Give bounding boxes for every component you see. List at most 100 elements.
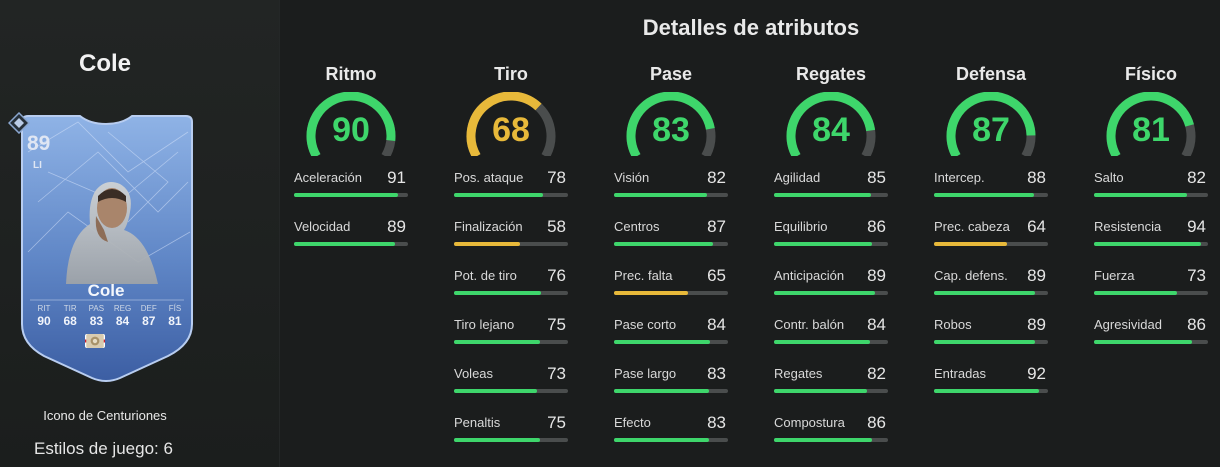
stat-bar-track bbox=[614, 438, 728, 442]
category-gauge: 84 bbox=[781, 92, 881, 156]
stat-value: 89 bbox=[867, 266, 886, 285]
stat-bar-track bbox=[454, 193, 568, 197]
stat-label: Penaltis bbox=[454, 415, 501, 430]
card-stat: RIT 90 bbox=[32, 304, 56, 328]
stat-value: 91 bbox=[387, 168, 406, 187]
stat-label: Centros bbox=[614, 219, 660, 234]
category-gauge: 81 bbox=[1101, 92, 1201, 156]
stat-bar-track bbox=[1094, 242, 1208, 246]
player-panel: Cole bbox=[0, 0, 280, 467]
stat-label: Salto bbox=[1094, 170, 1124, 185]
stat-row: Entradas 92 bbox=[934, 364, 1048, 413]
stat-label: Resistencia bbox=[1094, 219, 1162, 234]
category-title: Regates bbox=[795, 64, 867, 84]
stat-label: Prec. cabeza bbox=[934, 219, 1010, 234]
category-físico: Físico 81 Salto 82 Resistencia 94 Fuerza 73 Agre… bbox=[1094, 64, 1208, 344]
playstyles-count[interactable]: Estilos de juego: 6 bbox=[34, 439, 173, 458]
stat-bar-fill bbox=[294, 242, 396, 246]
stat-bar-track bbox=[454, 291, 568, 295]
stat-label: Velocidad bbox=[294, 219, 351, 234]
stat-label: Compostura bbox=[774, 415, 845, 430]
stat-bar-fill bbox=[774, 438, 873, 442]
stat-bar-fill bbox=[614, 438, 709, 442]
card-stat: PAS 83 bbox=[84, 304, 108, 328]
stat-label: Voleas bbox=[454, 366, 494, 381]
stat-label: Finalización bbox=[454, 219, 523, 234]
stat-row: Intercep. 88 bbox=[934, 168, 1048, 217]
stat-bar-track bbox=[934, 291, 1048, 295]
stat-value: 86 bbox=[867, 217, 886, 236]
stat-label: Fuerza bbox=[1094, 268, 1135, 283]
category-title: Físico bbox=[1124, 64, 1177, 84]
stat-bar-track bbox=[614, 291, 728, 295]
stat-value: 84 bbox=[867, 315, 886, 334]
stat-bar-track bbox=[614, 242, 728, 246]
stat-bar-fill bbox=[774, 340, 870, 344]
stat-label: Cap. defens. bbox=[934, 268, 1008, 283]
card-position: LI bbox=[33, 160, 42, 171]
stat-bar-fill bbox=[1094, 242, 1202, 246]
stat-row: Agresividad 86 bbox=[1094, 315, 1208, 364]
card-stat-value: 81 bbox=[168, 314, 182, 328]
attributes-title: Detalles de atributos bbox=[642, 15, 860, 40]
category-gauge: 90 bbox=[301, 92, 401, 156]
stat-label: Regates bbox=[774, 366, 823, 381]
stat-row: Cap. defens. 89 bbox=[934, 266, 1048, 315]
stat-row: Efecto 83 bbox=[614, 413, 728, 462]
stat-bar-fill bbox=[1094, 340, 1193, 344]
gauge-fill bbox=[1106, 92, 1194, 156]
card-stat-label: RIT bbox=[37, 304, 51, 313]
stat-bar-fill bbox=[1094, 291, 1178, 295]
stat-bar-fill bbox=[454, 389, 538, 393]
stat-label: Prec. falta bbox=[614, 268, 673, 283]
gauge-value: 87 bbox=[972, 111, 1010, 149]
stat-bar-track bbox=[1094, 340, 1208, 344]
stat-bar-fill bbox=[614, 291, 689, 295]
stat-row: Pos. ataque 78 bbox=[454, 168, 568, 217]
player-name: Cole bbox=[78, 50, 131, 77]
gauge-fill bbox=[946, 92, 1036, 156]
stat-row: Salto 82 bbox=[1094, 168, 1208, 217]
category-title: Pase bbox=[649, 64, 693, 84]
category-gauge: 68 bbox=[461, 92, 561, 156]
gauge-value: 68 bbox=[492, 111, 530, 149]
card-player-name: Cole bbox=[87, 281, 125, 300]
stat-row: Fuerza 73 bbox=[1094, 266, 1208, 315]
stat-bar-track bbox=[934, 242, 1048, 246]
gauge-fill bbox=[466, 92, 542, 156]
playstyle-diamond-icon bbox=[8, 112, 30, 134]
stat-value: 83 bbox=[707, 413, 726, 432]
stat-label: Visión bbox=[614, 170, 650, 185]
stat-label: Pase largo bbox=[614, 366, 677, 381]
stat-bar-fill bbox=[614, 389, 709, 393]
stat-value: 84 bbox=[707, 315, 726, 334]
stat-list: Agilidad 85 Equilibrio 86 Anticipación 89 Cont… bbox=[774, 168, 888, 462]
stat-list: Salto 82 Resistencia 94 Fuerza 73 Agresividad 8… bbox=[1094, 168, 1208, 364]
card-stat: DEF 87 bbox=[137, 304, 161, 328]
card-stat: REG 84 bbox=[111, 304, 135, 328]
category-title: Defensa bbox=[955, 64, 1027, 84]
stat-label: Anticipación bbox=[774, 268, 845, 283]
stat-row: Centros 87 bbox=[614, 217, 728, 266]
stat-bar-fill bbox=[454, 291, 541, 295]
stat-bar-fill bbox=[934, 389, 1039, 393]
card-stat-label: FÍS bbox=[168, 304, 182, 313]
gauge-arc bbox=[626, 92, 716, 156]
stat-row: Contr. balón 84 bbox=[774, 315, 888, 364]
stat-value: 87 bbox=[707, 217, 726, 236]
stat-row: Pot. de tiro 76 bbox=[454, 266, 568, 315]
stat-bar-track bbox=[614, 389, 728, 393]
stat-bar-fill bbox=[294, 193, 398, 197]
stat-value: 64 bbox=[1027, 217, 1046, 236]
stat-bar-track bbox=[294, 242, 408, 246]
category-tiro: Tiro 68 Pos. ataque 78 Finalización 58 Pot. de… bbox=[454, 64, 568, 442]
stat-bar-fill bbox=[934, 340, 1036, 344]
stat-row: Compostura 86 bbox=[774, 413, 888, 462]
stat-row: Voleas 73 bbox=[454, 364, 568, 413]
stat-row: Finalización 58 bbox=[454, 217, 568, 266]
stat-bar-fill bbox=[774, 291, 876, 295]
stat-value: 73 bbox=[547, 364, 566, 383]
stat-bar-track bbox=[454, 242, 568, 246]
category-title: Ritmo bbox=[325, 64, 377, 84]
player-card[interactable]: 89 LI Cole RIT 90 TIR 68 PAS 83 REG 84 D… bbox=[8, 112, 204, 384]
